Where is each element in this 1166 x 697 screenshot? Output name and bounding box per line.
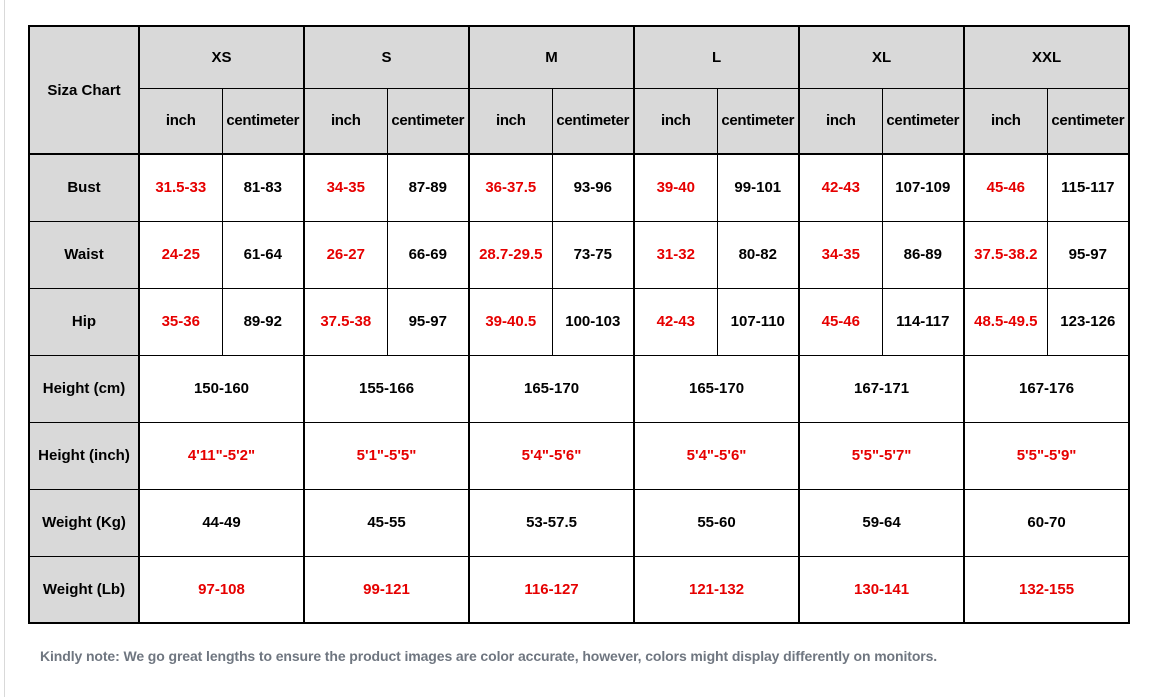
size-header-m: M [468, 25, 635, 89]
measurement-cell: 59-64 [798, 488, 965, 557]
unit-header-centimeter: centimeter [1046, 87, 1130, 155]
measurement-cell: 167-176 [963, 354, 1130, 423]
unit-header-centimeter: centimeter [221, 87, 305, 155]
measurement-cell: 89-92 [221, 287, 305, 356]
table-row-height-cm: Height (cm) 150-160 155-166 165-170 165-… [28, 354, 1130, 423]
unit-header-inch: inch [633, 87, 718, 155]
measurement-cell: 165-170 [633, 354, 800, 423]
table-header-row: Siza Chart XS S M L XL XXL [28, 25, 1130, 155]
measurement-cell: 99-121 [303, 555, 470, 624]
unit-header-centimeter: centimeter [716, 87, 800, 155]
measurement-cell: 165-170 [468, 354, 635, 423]
measurement-cell: 107-109 [881, 153, 965, 222]
measurement-cell: 36-37.5 [468, 153, 553, 222]
measurement-cell: 95-97 [386, 287, 470, 356]
measurement-cell: 44-49 [137, 488, 305, 557]
measurement-cell: 55-60 [633, 488, 800, 557]
measurement-cell: 80-82 [716, 220, 800, 289]
page-edge-divider [4, 0, 5, 697]
measurement-cell: 42-43 [633, 287, 718, 356]
measurement-cell: 34-35 [798, 220, 883, 289]
size-chart-table: Siza Chart XS S M L XL XXL inch centimet… [28, 25, 1131, 624]
row-label: Weight (Lb) [28, 555, 140, 624]
table-row-height-inch: Height (inch) 4'11"-5'2" 5'1"-5'5" 5'4"-… [28, 421, 1130, 490]
color-accuracy-note: Kindly note: We go great lengths to ensu… [40, 648, 938, 664]
table-row-hip: Hip 35-36 89-92 37.5-38 95-97 39-40.5 10… [28, 287, 1130, 356]
measurement-cell: 167-171 [798, 354, 965, 423]
size-header-s: S [303, 25, 470, 89]
measurement-cell: 48.5-49.5 [963, 287, 1048, 356]
row-label: Weight (Kg) [28, 488, 140, 557]
measurement-cell: 115-117 [1046, 153, 1130, 222]
measurement-cell: 66-69 [386, 220, 470, 289]
measurement-cell: 26-27 [303, 220, 388, 289]
row-label: Height (inch) [28, 421, 140, 490]
measurement-cell: 45-46 [963, 153, 1048, 222]
measurement-cell: 73-75 [551, 220, 635, 289]
measurement-cell: 61-64 [221, 220, 305, 289]
table-row-weight-lb: Weight (Lb) 97-108 99-121 116-127 121-13… [28, 555, 1130, 624]
measurement-cell: 116-127 [468, 555, 635, 624]
measurement-cell: 24-25 [138, 220, 223, 289]
measurement-cell: 45-55 [303, 488, 470, 557]
unit-header-centimeter: centimeter [881, 87, 965, 155]
measurement-cell: 150-160 [137, 354, 305, 423]
measurement-cell: 4'11"-5'2" [137, 421, 305, 490]
measurement-cell: 35-36 [138, 287, 223, 356]
measurement-cell: 45-46 [798, 287, 883, 356]
measurement-cell: 5'5"-5'7" [798, 421, 965, 490]
measurement-cell: 31-32 [633, 220, 718, 289]
unit-header-row: inch centimeter inch centimeter inch cen… [29, 87, 1130, 155]
measurement-cell: 99-101 [716, 153, 800, 222]
unit-header-centimeter: centimeter [386, 87, 470, 155]
measurement-cell: 34-35 [303, 153, 388, 222]
unit-header-inch: inch [963, 87, 1048, 155]
measurement-cell: 5'5"-5'9" [963, 421, 1130, 490]
measurement-cell: 37.5-38 [303, 287, 388, 356]
measurement-cell: 28.7-29.5 [468, 220, 553, 289]
unit-header-centimeter: centimeter [551, 87, 635, 155]
unit-header-inch: inch [798, 87, 883, 155]
size-header-xxl: XXL [963, 25, 1130, 89]
row-label: Waist [28, 220, 140, 289]
unit-header-inch: inch [138, 87, 223, 155]
measurement-cell: 132-155 [963, 555, 1130, 624]
size-header-xl: XL [798, 25, 965, 89]
table-row-bust: Bust 31.5-33 81-83 34-35 87-89 36-37.5 9… [28, 153, 1130, 222]
measurement-cell: 42-43 [798, 153, 883, 222]
measurement-cell: 114-117 [881, 287, 965, 356]
measurement-cell: 5'1"-5'5" [303, 421, 470, 490]
measurement-cell: 53-57.5 [468, 488, 635, 557]
unit-header-inch: inch [468, 87, 553, 155]
measurement-cell: 39-40 [633, 153, 718, 222]
measurement-cell: 81-83 [221, 153, 305, 222]
row-label: Height (cm) [28, 354, 140, 423]
measurement-cell: 107-110 [716, 287, 800, 356]
chart-title-cell: Siza Chart [28, 25, 140, 155]
measurement-cell: 31.5-33 [138, 153, 223, 222]
measurement-cell: 5'4"-5'6" [633, 421, 800, 490]
size-header-xs: XS [137, 25, 305, 89]
measurement-cell: 93-96 [551, 153, 635, 222]
measurement-cell: 155-166 [303, 354, 470, 423]
row-label: Hip [28, 287, 140, 356]
measurement-cell: 100-103 [551, 287, 635, 356]
measurement-cell: 86-89 [881, 220, 965, 289]
measurement-cell: 39-40.5 [468, 287, 553, 356]
unit-header-inch: inch [303, 87, 388, 155]
measurement-cell: 87-89 [386, 153, 470, 222]
measurement-cell: 95-97 [1046, 220, 1130, 289]
measurement-cell: 60-70 [963, 488, 1130, 557]
measurement-cell: 130-141 [798, 555, 965, 624]
table-row-weight-kg: Weight (Kg) 44-49 45-55 53-57.5 55-60 59… [28, 488, 1130, 557]
measurement-cell: 97-108 [137, 555, 305, 624]
measurement-cell: 37.5-38.2 [963, 220, 1048, 289]
row-label: Bust [28, 153, 140, 222]
table-row-waist: Waist 24-25 61-64 26-27 66-69 28.7-29.5 … [28, 220, 1130, 289]
measurement-cell: 121-132 [633, 555, 800, 624]
measurement-cell: 123-126 [1046, 287, 1130, 356]
measurement-cell: 5'4"-5'6" [468, 421, 635, 490]
size-header-l: L [633, 25, 800, 89]
